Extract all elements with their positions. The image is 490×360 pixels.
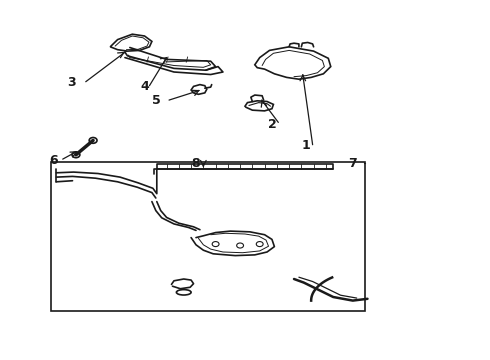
Text: 4: 4 [140, 80, 149, 93]
Text: 6: 6 [49, 154, 58, 167]
Text: 7: 7 [348, 157, 357, 170]
Text: 1: 1 [302, 139, 311, 152]
Text: 8: 8 [192, 157, 200, 170]
Bar [51, 162, 365, 311]
Text: 3: 3 [67, 76, 75, 89]
Text: 5: 5 [152, 94, 161, 107]
Text: 2: 2 [268, 118, 276, 131]
